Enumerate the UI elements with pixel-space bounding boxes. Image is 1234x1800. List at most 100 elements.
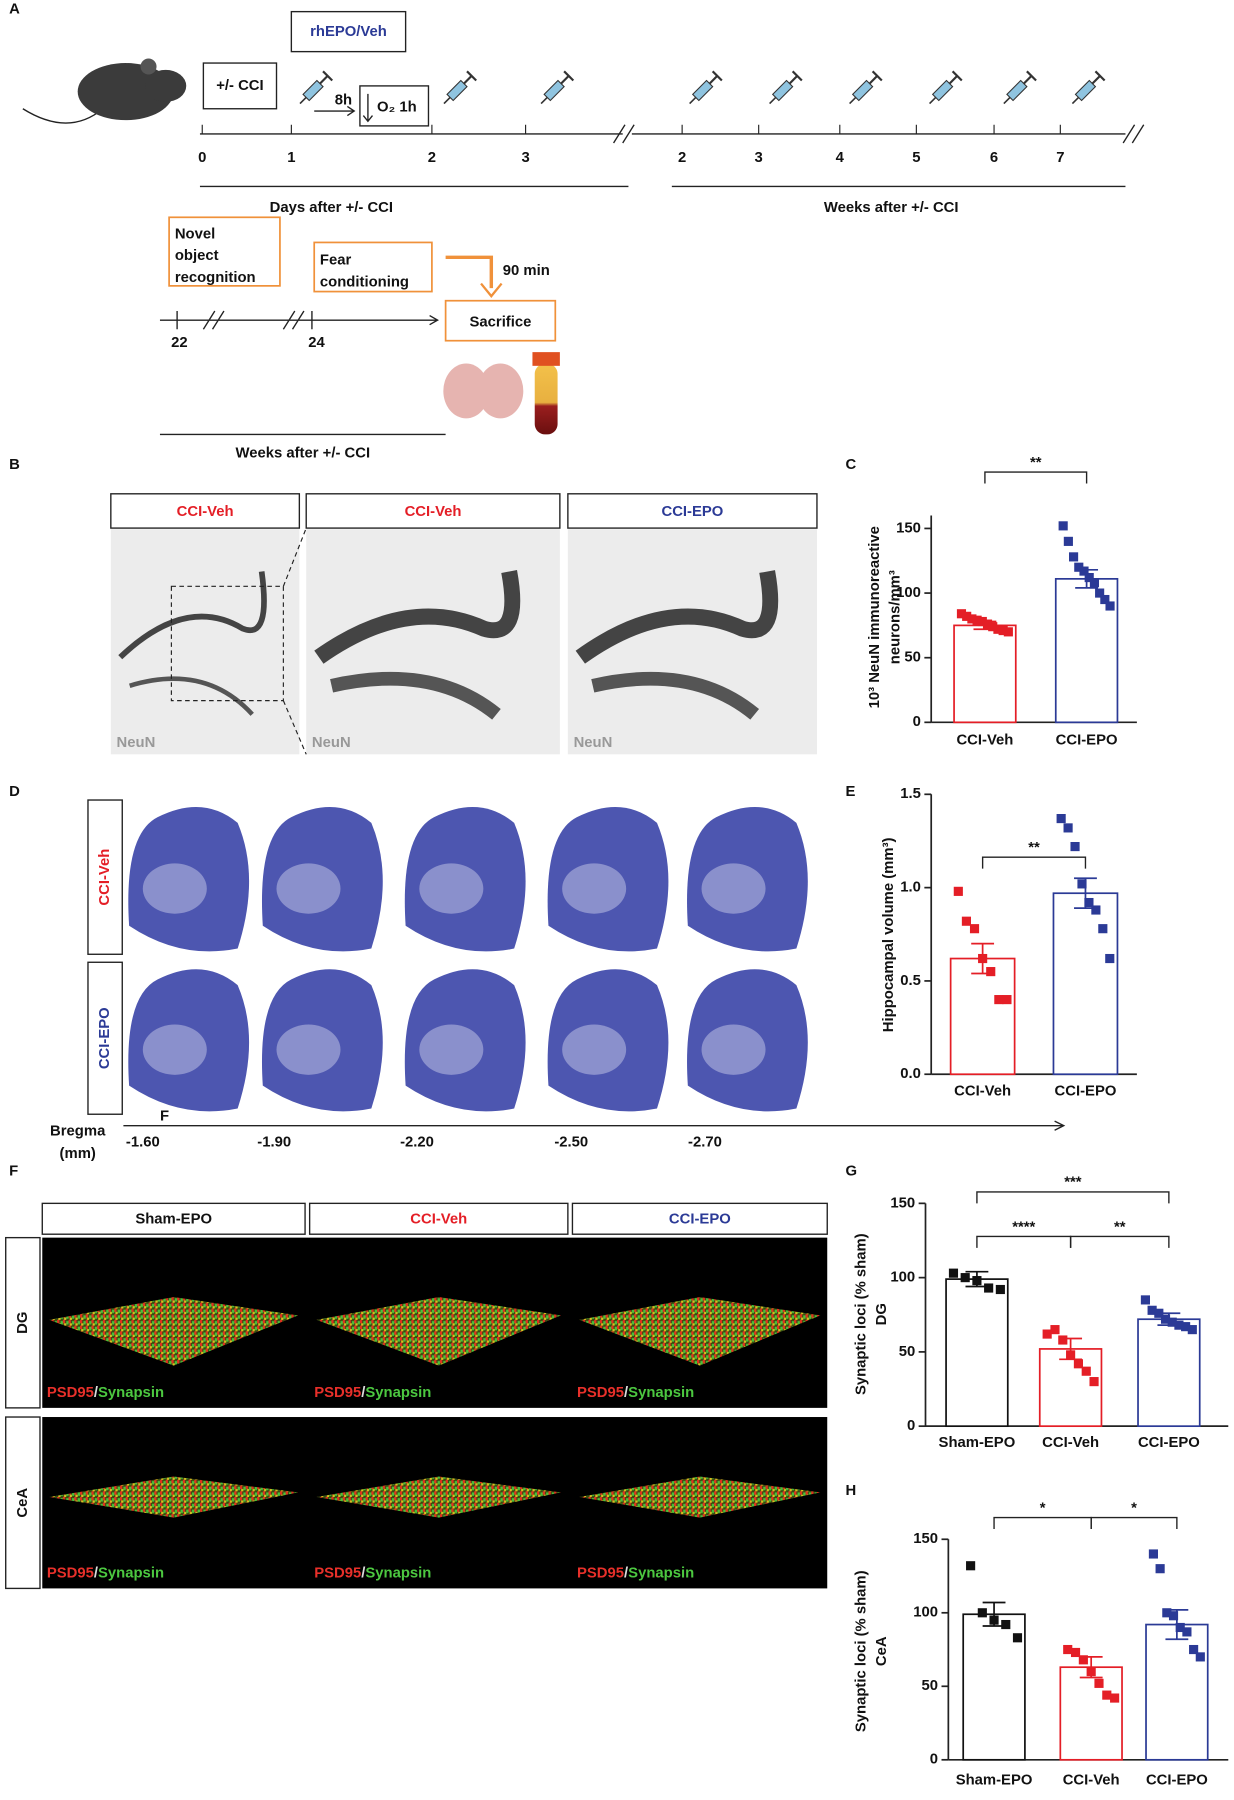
stain-sep: / <box>94 1565 98 1581</box>
tube-icon <box>532 352 560 435</box>
stain-label: PSD95/Synapsin <box>314 1385 431 1401</box>
data-point <box>1098 924 1108 934</box>
tissue <box>575 570 779 664</box>
x-tick-label: Sham-EPO <box>939 1435 1016 1451</box>
stain-sep: / <box>624 1565 628 1581</box>
syringe <box>763 70 803 110</box>
x-tick-label: CCI-Veh <box>954 1083 1011 1099</box>
y-tick-label: 0 <box>907 1418 915 1434</box>
syringe <box>294 70 334 110</box>
stain-red: PSD95 <box>47 1565 94 1581</box>
data-point <box>1084 897 1094 908</box>
x-tick-label: CCI-EPO <box>1146 1772 1208 1788</box>
x-tick-label: CCI-EPO <box>1056 733 1118 749</box>
data-point <box>1160 1314 1171 1324</box>
stain-sep: / <box>94 1385 98 1401</box>
arrow <box>1054 1120 1066 1131</box>
data-point <box>1148 1549 1158 1559</box>
data-point <box>969 924 980 934</box>
brain-detail <box>419 1024 484 1075</box>
stain-label: PSD95/Synapsin <box>314 1565 431 1581</box>
bar <box>1038 1348 1103 1428</box>
panel-letter: C <box>846 457 857 473</box>
data-point <box>1058 1335 1068 1345</box>
tick-label: 4 <box>836 150 845 166</box>
significance-bracket <box>981 856 1087 869</box>
tick-label: 3 <box>521 150 529 166</box>
significance-label: * <box>1040 1500 1046 1516</box>
y-tick-label: 100 <box>890 1270 915 1286</box>
significance-label: ** <box>1114 1219 1126 1235</box>
data-point <box>1094 1678 1104 1688</box>
stain-red: PSD95 <box>577 1565 624 1581</box>
tick-label: 1 <box>287 150 295 166</box>
data-point <box>1056 814 1066 824</box>
stain-label: PSD95/Synapsin <box>47 1565 164 1581</box>
tick-label: -2.70 <box>688 1135 722 1151</box>
tissue <box>129 676 254 716</box>
arrow <box>314 105 356 117</box>
stain-green: Synapsin <box>628 1385 694 1401</box>
panel-letter: H <box>846 1483 857 1499</box>
box <box>168 216 281 287</box>
data-point <box>1100 594 1110 605</box>
y-tick-label: 0.5 <box>900 973 921 989</box>
data-point <box>977 1608 987 1618</box>
data-point <box>1001 1619 1011 1630</box>
header-box <box>567 493 818 529</box>
data-point <box>1110 1693 1120 1703</box>
data-point <box>1175 1622 1185 1633</box>
tick-label: 2 <box>678 150 686 166</box>
row-box <box>5 1236 41 1409</box>
data-point <box>972 615 982 625</box>
bar <box>1137 1318 1201 1428</box>
label: 90 min <box>503 263 550 279</box>
data-point <box>986 967 996 977</box>
stain-red: PSD95 <box>314 1565 361 1581</box>
header-box <box>41 1202 306 1235</box>
data-point <box>1195 1652 1205 1662</box>
tick-label: 6 <box>990 150 998 166</box>
bar <box>1054 577 1119 724</box>
zoom-line <box>282 527 307 755</box>
zoom-box <box>170 585 284 702</box>
stain-label: PSD95/Synapsin <box>577 1385 694 1401</box>
brain-detail <box>562 1024 627 1075</box>
tick-label: 2 <box>428 150 436 166</box>
data-point <box>1042 1329 1052 1339</box>
significance-label: * <box>1131 1500 1137 1516</box>
stain-red: PSD95 <box>314 1385 361 1401</box>
syringe <box>843 70 883 110</box>
stain-green: Synapsin <box>98 1565 164 1581</box>
row-box <box>87 799 123 955</box>
data-point <box>1181 1322 1191 1332</box>
data-point <box>1187 1325 1197 1335</box>
row-box <box>87 961 123 1115</box>
data-point <box>948 1268 959 1278</box>
tissue <box>591 671 760 720</box>
y-tick-label: 1.5 <box>900 786 921 802</box>
bar <box>1059 1666 1123 1761</box>
y-axis-label: Synaptic loci (% sham) <box>853 1570 869 1732</box>
data-point <box>1063 1644 1073 1655</box>
stain-label: PSD95/Synapsin <box>47 1385 164 1401</box>
stain-sep: / <box>624 1385 628 1401</box>
axis-break <box>612 124 1145 144</box>
data-point <box>1063 823 1073 833</box>
y-axis-label: neurons/mm³ <box>888 570 904 664</box>
stain-label: NeuN <box>312 735 351 751</box>
data-point <box>960 1273 970 1283</box>
brain-detail <box>701 1024 766 1075</box>
syringe <box>923 70 963 110</box>
data-point <box>995 1284 1005 1295</box>
data-point <box>994 995 1004 1005</box>
data-point <box>1140 1295 1150 1305</box>
tick-label: 22 <box>171 335 188 351</box>
stain-sep: / <box>361 1385 365 1401</box>
tick-label: 24 <box>308 335 325 351</box>
significance-bracket <box>976 1191 1170 1204</box>
header: CCI-Veh <box>177 504 234 520</box>
brain-detail <box>142 1024 207 1075</box>
data-point <box>1105 601 1115 611</box>
stain-label: PSD95/Synapsin <box>577 1565 694 1581</box>
